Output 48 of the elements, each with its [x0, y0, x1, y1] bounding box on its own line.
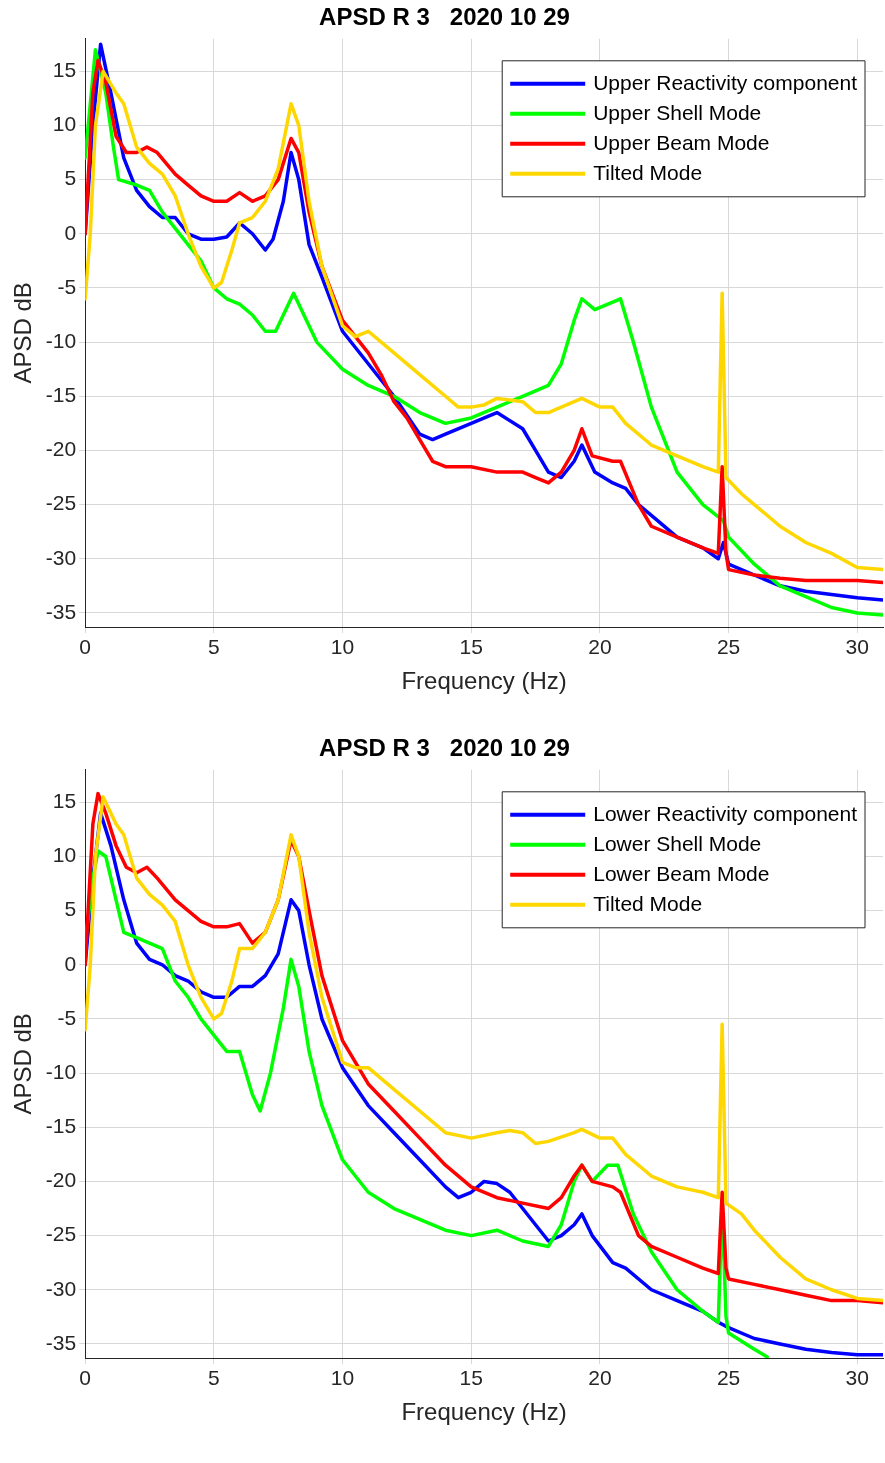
y-tick-label: 10 [52, 843, 77, 867]
y-tick-label: 15 [52, 789, 77, 813]
y-tick-label: -5 [57, 274, 77, 298]
y-tick-label: -10 [45, 1059, 77, 1083]
x-tick-label: 5 [207, 635, 220, 659]
y-tick-label: -35 [45, 599, 77, 623]
y-tick-label: -25 [45, 1222, 77, 1246]
legend-label: Lower Beam Mode [593, 861, 770, 885]
y-tick-label: -20 [45, 1168, 77, 1192]
legend-label: Upper Reactivity component [593, 70, 858, 94]
y-tick-label: -5 [57, 1005, 77, 1029]
legend-label: Lower Shell Mode [593, 831, 762, 855]
y-tick-label: -15 [45, 1114, 77, 1138]
legend-label: Lower Reactivity component [593, 801, 858, 825]
x-tick-label: 20 [588, 1366, 612, 1390]
x-tick-label: 10 [330, 635, 355, 659]
x-tick-label: 15 [459, 635, 483, 659]
legend-label: Upper Shell Mode [593, 100, 762, 124]
y-tick-label: 5 [64, 897, 77, 921]
legend-label: Tilted Mode [593, 891, 703, 915]
y-tick-label: -15 [45, 383, 77, 407]
x-tick-label: 15 [459, 1366, 483, 1390]
x-tick-label: 30 [845, 1366, 869, 1390]
x-axis-title: Frequency (Hz) [401, 1398, 567, 1426]
y-tick-label: 15 [52, 58, 77, 82]
y-axis-title: APSD dB [9, 1013, 37, 1115]
x-tick-label: 25 [716, 635, 741, 659]
y-tick-label: -30 [45, 545, 77, 569]
x-tick-label: 25 [716, 1366, 741, 1390]
x-tick-label: 10 [330, 1366, 355, 1390]
y-tick-label: 0 [64, 951, 77, 975]
y-tick-label: 0 [64, 220, 77, 244]
x-tick-label: 30 [845, 635, 869, 659]
y-tick-label: -30 [45, 1276, 77, 1300]
chart-title: APSD R 3 2020 10 29 [319, 3, 570, 31]
x-tick-label: 5 [207, 1366, 220, 1390]
legend-label: Upper Beam Mode [593, 130, 770, 154]
y-tick-label: -35 [45, 1330, 77, 1354]
x-tick-label: 20 [588, 635, 612, 659]
x-axis-title: Frequency (Hz) [401, 667, 567, 695]
chart-title: APSD R 3 2020 10 29 [319, 734, 570, 762]
y-tick-label: -25 [45, 491, 77, 515]
y-tick-label: -20 [45, 437, 77, 461]
y-axis-title: APSD dB [9, 282, 37, 384]
y-tick-label: 5 [64, 166, 77, 190]
legend-label: Tilted Mode [593, 160, 703, 184]
y-tick-label: -10 [45, 328, 77, 352]
y-tick-label: 10 [52, 112, 77, 136]
